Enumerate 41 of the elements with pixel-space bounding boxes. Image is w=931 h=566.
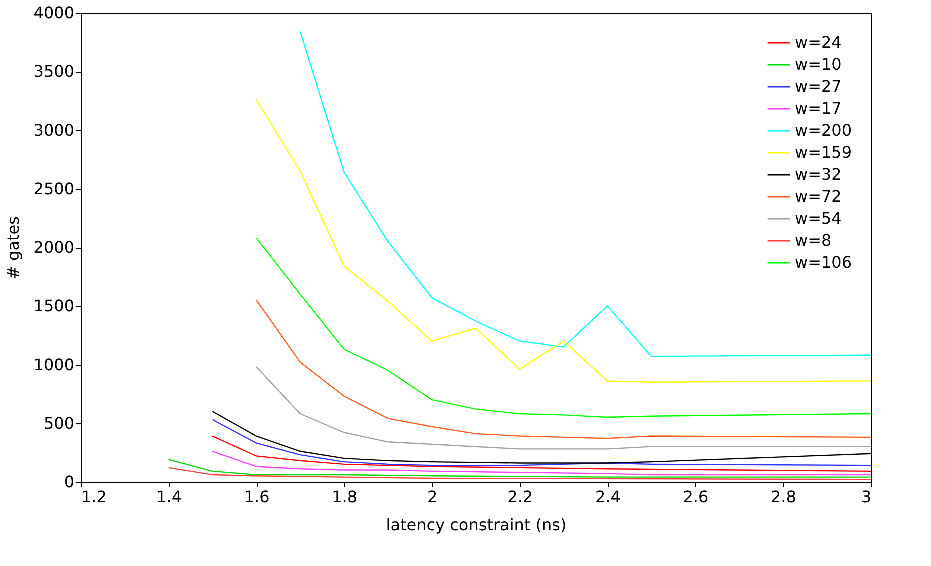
line-series — [212, 436, 871, 472]
x-tick-label: 2.2 — [508, 488, 534, 506]
line-series — [256, 99, 871, 383]
legend-label: w=106 — [795, 253, 852, 272]
x-tick-label: 3 — [861, 488, 872, 506]
legend-label: w=24 — [795, 33, 842, 52]
x-tick-label: 2 — [428, 488, 438, 506]
y-axis-title: # gates — [4, 216, 23, 280]
x-axis-title: latency constraint (ns) — [386, 516, 567, 534]
y-tick-label: 0 — [64, 472, 74, 492]
y-tick-label: 4000 — [34, 4, 74, 22]
y-tick-label: 2000 — [34, 238, 74, 257]
y-tick-label: 2500 — [34, 179, 74, 198]
x-tick-label: 1.4 — [156, 488, 182, 506]
line-series — [256, 366, 871, 450]
line-series — [300, 31, 871, 358]
line-series — [212, 450, 871, 476]
y-tick-label: 1000 — [34, 355, 74, 374]
y-tick-label: 3500 — [34, 62, 74, 82]
line-series — [168, 467, 871, 480]
x-tick-label: 1.2 — [82, 488, 107, 506]
line-series — [212, 419, 871, 466]
y-tick-label: 500 — [44, 414, 74, 433]
x-tick-label: 2.8 — [770, 488, 796, 506]
y-tick-label: 3000 — [34, 120, 74, 140]
x-tick-label: 2.4 — [595, 488, 621, 506]
y-tick-label: 1500 — [34, 296, 74, 316]
legend-label: w=10 — [795, 55, 842, 74]
legend-label: w=27 — [795, 77, 842, 96]
legend-label: w=32 — [795, 165, 842, 184]
legend-label: w=17 — [795, 99, 842, 118]
legend-label: w=54 — [795, 209, 842, 228]
x-tick-label: 1.6 — [244, 488, 270, 506]
x-tick-label: 2.6 — [683, 488, 709, 506]
line-series — [168, 459, 871, 478]
line-series — [256, 300, 871, 440]
legend-label: w=200 — [795, 121, 852, 140]
legend-label: w=72 — [795, 187, 842, 206]
x-tick-label: 1.8 — [332, 488, 358, 506]
legend-label: w=8 — [795, 231, 832, 250]
legend-label: w=159 — [795, 143, 852, 162]
